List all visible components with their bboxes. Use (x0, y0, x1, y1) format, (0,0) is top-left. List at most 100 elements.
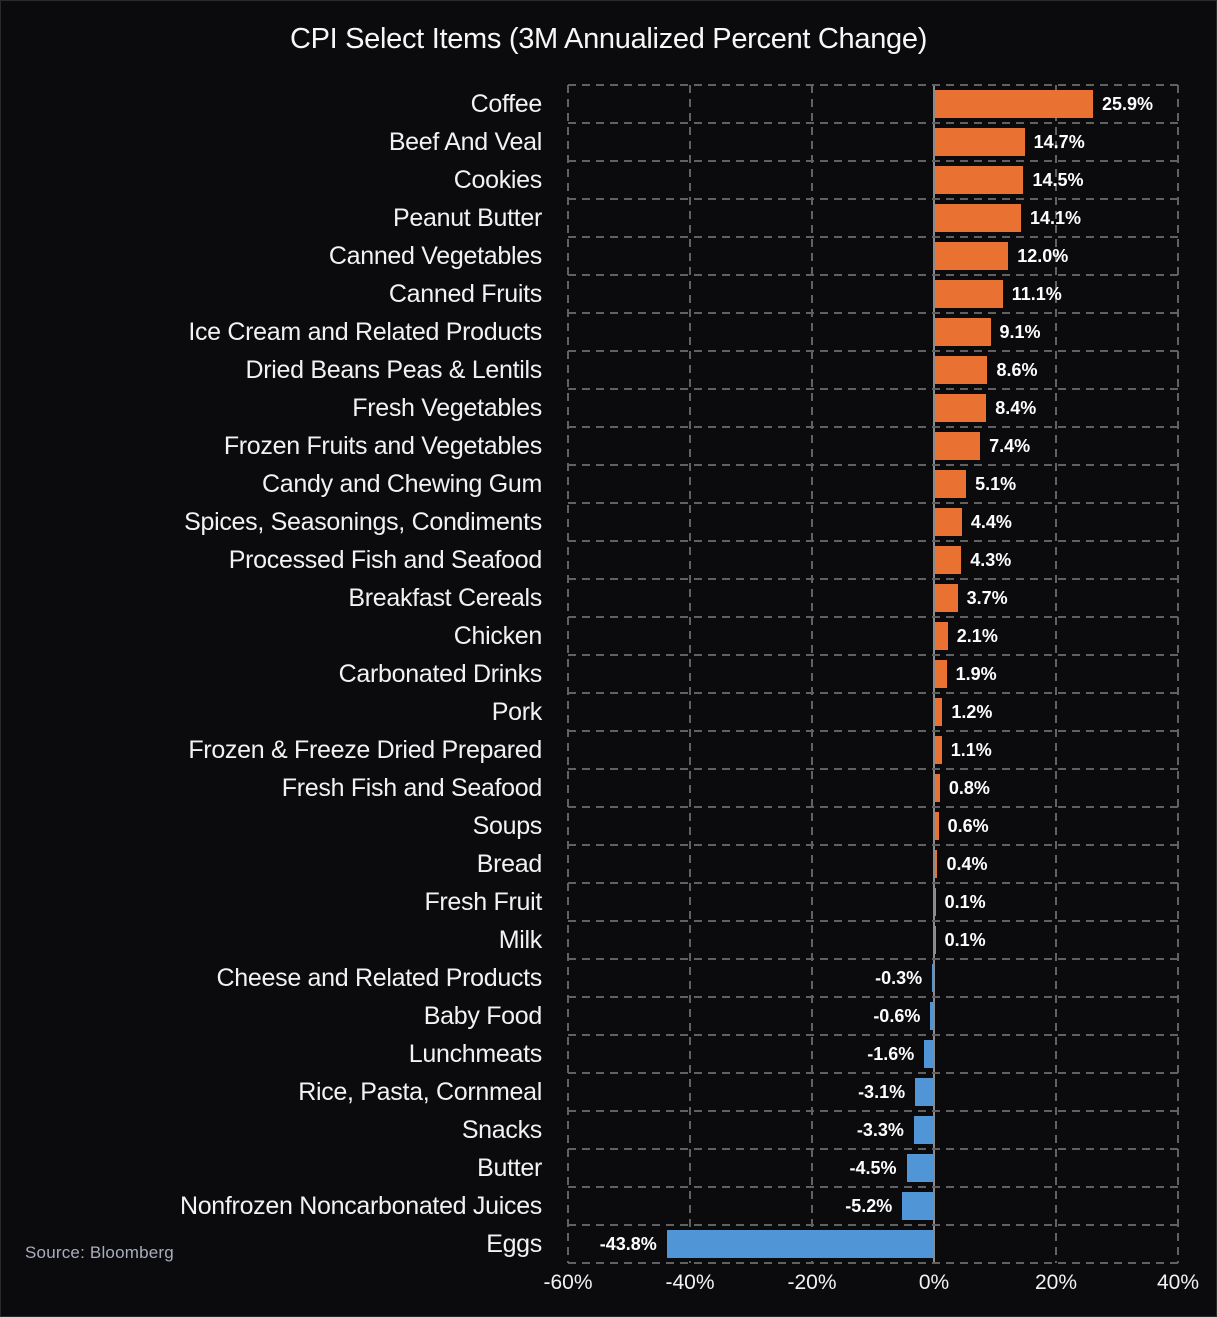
category-label: Ice Cream and Related Products (188, 318, 542, 346)
value-label: -3.1% (858, 1082, 906, 1102)
bar (930, 1002, 934, 1030)
horizontal-gridline (568, 464, 1178, 466)
horizontal-gridline (568, 920, 1178, 922)
bar (935, 660, 947, 688)
horizontal-gridline (568, 958, 1178, 960)
vertical-gridline (689, 85, 691, 1263)
bar (935, 508, 962, 536)
vertical-gridline (811, 85, 813, 1263)
bar (935, 774, 940, 802)
horizontal-gridline (568, 160, 1178, 162)
vertical-gridline (1055, 85, 1057, 1263)
vertical-gridline (1177, 85, 1179, 1263)
value-label: -1.6% (867, 1044, 915, 1064)
category-label: Frozen Fruits and Vegetables (223, 432, 542, 460)
horizontal-gridline (568, 730, 1178, 732)
horizontal-gridline (568, 1148, 1178, 1150)
bar (935, 850, 938, 878)
horizontal-gridline (568, 1224, 1178, 1226)
bar (915, 1078, 934, 1106)
bar (935, 242, 1009, 270)
value-label: 8.4% (995, 398, 1037, 418)
value-label: 7.4% (989, 436, 1031, 456)
category-label: Pork (491, 698, 543, 726)
horizontal-gridline (568, 578, 1178, 580)
bar (935, 166, 1024, 194)
horizontal-gridline (568, 350, 1178, 352)
horizontal-gridline (568, 844, 1178, 846)
horizontal-gridline (568, 236, 1178, 238)
vertical-gridline (567, 85, 569, 1263)
category-label: Spices, Seasonings, Condiments (184, 508, 542, 536)
value-label: 9.1% (999, 322, 1041, 342)
value-label: 14.7% (1033, 132, 1085, 152)
category-label: Cookies (453, 166, 543, 194)
x-tick-label: 20% (1034, 1271, 1078, 1294)
horizontal-gridline (568, 882, 1178, 884)
horizontal-gridline (568, 996, 1178, 998)
category-label: Frozen & Freeze Dried Prepared (188, 736, 542, 764)
value-label: 8.6% (996, 360, 1038, 380)
value-label: 11.1% (1011, 284, 1062, 304)
value-label: 0.6% (947, 816, 989, 836)
category-label: Candy and Chewing Gum (262, 470, 542, 498)
value-label: -0.3% (875, 968, 923, 988)
category-label: Canned Fruits (388, 280, 542, 308)
value-label: 4.4% (970, 512, 1012, 532)
category-label: Rice, Pasta, Cornmeal (298, 1078, 542, 1106)
bar (935, 280, 1003, 308)
value-label: 1.9% (955, 664, 997, 684)
horizontal-gridline (568, 1262, 1178, 1264)
value-label: 14.5% (1032, 170, 1084, 190)
horizontal-gridline (568, 1072, 1178, 1074)
value-label: -5.2% (845, 1196, 893, 1216)
category-label: Fresh Vegetables (352, 394, 542, 422)
bar (935, 318, 991, 346)
value-label: 1.2% (951, 702, 993, 722)
horizontal-gridline (568, 502, 1178, 504)
bar (935, 622, 948, 650)
x-tick-label: -60% (543, 1271, 593, 1294)
horizontal-gridline (568, 1186, 1178, 1188)
category-label: Breakfast Cereals (348, 584, 542, 612)
bar (935, 470, 967, 498)
horizontal-gridline (568, 122, 1178, 124)
bar (913, 1116, 934, 1144)
bar (935, 394, 987, 422)
bar (935, 584, 958, 612)
bar (906, 1154, 934, 1182)
bar (666, 1230, 934, 1258)
value-label: 0.1% (944, 892, 986, 912)
horizontal-gridline (568, 540, 1178, 542)
category-label: Nonfrozen Noncarbonated Juices (179, 1192, 542, 1220)
bar (935, 546, 962, 574)
bar (935, 356, 988, 384)
horizontal-gridline (568, 388, 1178, 390)
source-note: Source: Bloomberg (25, 1243, 174, 1262)
bar (935, 432, 981, 460)
bar (935, 812, 939, 840)
category-label: Chicken (453, 622, 543, 650)
x-tick-label: -40% (665, 1271, 715, 1294)
horizontal-gridline (568, 616, 1178, 618)
value-label: -0.6% (873, 1006, 921, 1026)
horizontal-gridline (568, 198, 1178, 200)
value-label: 0.4% (946, 854, 988, 874)
value-label: 2.1% (956, 626, 998, 646)
category-label: Cheese and Related Products (216, 964, 543, 992)
category-label: Canned Vegetables (328, 242, 542, 270)
value-label: 25.9% (1101, 94, 1154, 114)
bar (924, 1040, 934, 1068)
category-label: Milk (498, 926, 543, 954)
horizontal-gridline (568, 654, 1178, 656)
horizontal-gridline (568, 768, 1178, 770)
x-tick-label: 40% (1156, 1271, 1200, 1294)
bar (935, 90, 1093, 118)
category-label: Peanut Butter (393, 204, 542, 232)
category-label: Beef And Veal (388, 128, 542, 156)
value-label: 1.1% (950, 740, 992, 760)
bar (932, 964, 934, 992)
category-label: Baby Food (423, 1002, 543, 1030)
horizontal-gridline (568, 806, 1178, 808)
